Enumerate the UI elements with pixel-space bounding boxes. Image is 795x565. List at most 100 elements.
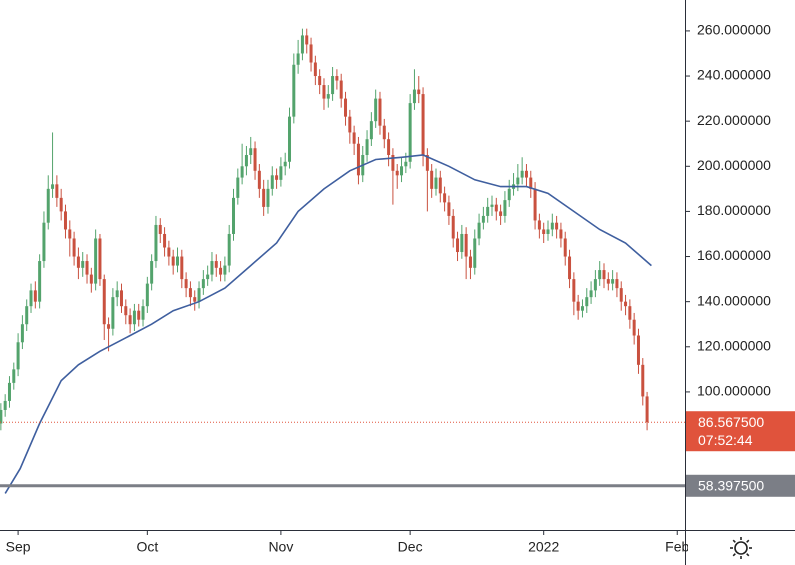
candle-body [339,80,343,99]
candle-body [507,188,511,201]
candle-body [59,197,63,212]
candle-body [533,188,537,221]
candle-body [175,256,179,266]
candle-body [516,177,520,185]
candle-body [387,139,391,156]
candle-body [529,177,533,189]
candle-body [266,188,270,207]
candle-body [25,306,29,325]
candle-body [132,310,136,325]
x-tick-label: Sep [6,539,31,555]
y-tick-label: 100.000000 [697,383,771,399]
candle-body [425,155,429,171]
candle-body [111,297,115,329]
candle-body [438,177,442,194]
candle-body [197,288,201,302]
candle-body [589,290,593,298]
y-tick-label: 260.000000 [697,22,771,38]
candle-body [632,319,636,336]
candle-body [576,301,580,311]
candle-body [275,175,279,180]
candle-body [72,238,76,257]
y-tick-label: 180.000000 [697,202,771,218]
candle-body [619,288,623,302]
candle-body [611,279,615,284]
candle-body [503,200,507,216]
candle-body [107,324,111,329]
candle-body [124,306,128,316]
candle-body [628,306,632,320]
candle-body [636,335,640,365]
candle-body [555,222,559,230]
candle-body [593,279,597,291]
candle-body [188,288,192,298]
x-axis: Sep Oct Nov Dec 2022 Feb [6,530,688,555]
candle-body [400,166,404,176]
candle-body [253,148,257,171]
candle-body [563,238,567,257]
candle-body [206,274,210,280]
candle-body [318,76,322,86]
candle-body [322,85,326,99]
candle-body [214,261,218,268]
x-tick-label: Oct [136,539,158,555]
candle-body [38,261,42,302]
candle-body [443,193,447,203]
candle-body [223,265,227,275]
candle-body [490,204,494,207]
candle-body [499,211,503,216]
candle-body [434,177,438,189]
candle-body [128,315,132,325]
x-tick-label: Dec [398,539,423,555]
candle-body [296,53,300,65]
candle-body [167,247,171,257]
x-tick-label: 2022 [528,539,559,555]
candle-body [180,256,184,280]
candle-body [89,274,93,284]
candle-body [171,256,175,266]
settings-icon[interactable] [730,537,752,559]
candle-body [447,202,451,216]
last-price-box [686,411,795,452]
candle-body [42,222,46,262]
candle-body [417,89,421,95]
candle-body [145,283,149,307]
candle-body [412,89,416,104]
candle-body [369,121,373,140]
candle-body [486,206,490,216]
candle-body [404,161,408,167]
countdown-label: 07:52:44 [698,432,753,448]
candle-body [227,233,231,266]
candle-body [184,279,188,289]
candle-body [46,188,50,223]
candle-body [641,364,645,397]
candle-body [115,290,119,298]
candle-body [3,400,7,410]
candle-body [460,233,464,253]
axes: 260.000000 240.000000 220.000000 200.000000… [685,22,771,399]
candle-body [244,155,248,167]
horizontal-line-label-box [686,474,795,497]
candle-body [158,224,162,234]
candle-body [292,64,296,117]
candle-body [150,261,154,284]
candle-body [546,229,550,234]
candle-body [421,94,425,156]
candle-body [219,267,223,275]
candle-body [331,76,335,95]
candle-body [141,306,145,320]
candle-body [598,270,602,280]
candle-body [624,301,628,307]
candle-body [163,233,167,248]
candle-body [201,279,205,289]
moving-average-line [4,154,652,494]
candle-body [270,175,274,189]
candle-body [288,116,292,162]
y-tick-label: 220.000000 [697,112,771,128]
candle-body [344,98,348,117]
candle-body [356,143,360,176]
candle-body [102,279,106,325]
candle-body [262,188,266,207]
candle-body [51,184,55,189]
candle-body [279,166,283,180]
